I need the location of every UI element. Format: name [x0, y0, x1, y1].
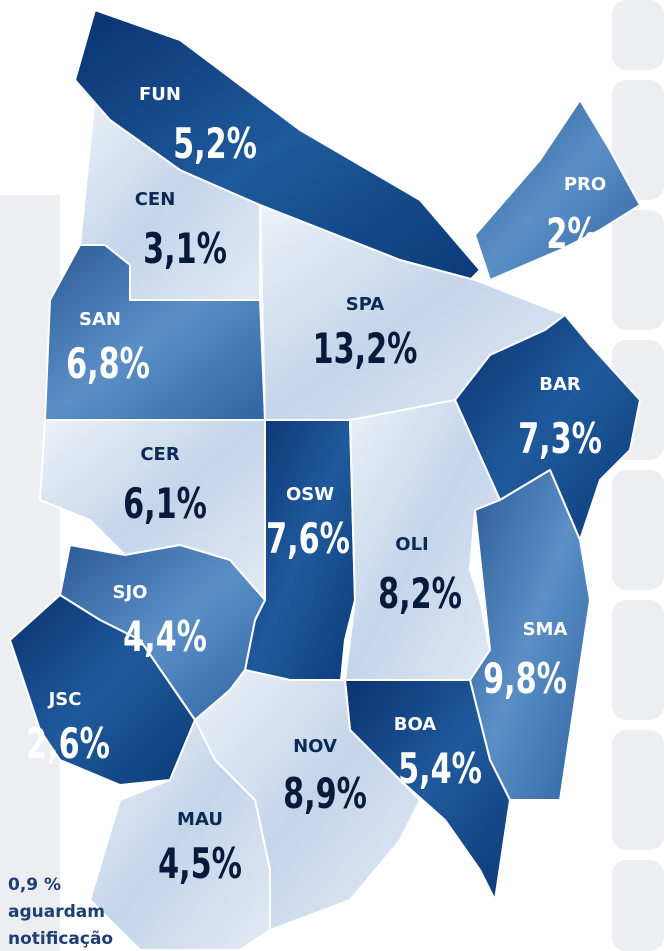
- region-san: [44, 244, 266, 421]
- region-code: NOV: [293, 736, 337, 757]
- region-code: SJO: [113, 582, 148, 603]
- region-code: BOA: [394, 714, 437, 735]
- region-mau: [89, 719, 271, 951]
- region-code: SPA: [346, 294, 385, 315]
- region-sma: [469, 469, 591, 801]
- region-share: 7,3%: [518, 414, 602, 463]
- region-oli: [344, 399, 501, 681]
- region-share: 8,2%: [378, 569, 462, 618]
- region-share: 2%: [546, 209, 597, 258]
- region-code: BAR: [539, 374, 581, 395]
- region-share: 6,1%: [123, 479, 207, 528]
- region-code: JSC: [47, 689, 82, 710]
- region-share: 13,2%: [313, 324, 418, 373]
- region-share: 3,1%: [143, 224, 227, 273]
- region-share: 2,6%: [26, 719, 110, 768]
- note-line: 0,9 %: [8, 875, 61, 895]
- region-code: CER: [140, 444, 180, 465]
- region-share: 8,9%: [283, 769, 367, 818]
- note-line: aguardam: [8, 902, 105, 922]
- region-code: OSW: [286, 484, 334, 505]
- region-share: 5,4%: [398, 744, 482, 793]
- region-code: MAU: [177, 809, 223, 830]
- region-code: SAN: [79, 309, 121, 330]
- region-code: OLI: [395, 534, 428, 555]
- region-code: FUN: [139, 84, 181, 105]
- region-pro: [474, 99, 641, 281]
- region-share: 9,8%: [483, 654, 567, 703]
- region-code: CEN: [135, 189, 176, 210]
- stripes: [612, 0, 664, 951]
- region-share: 5,2%: [173, 119, 257, 168]
- region-labels: FUN 5,2% CEN 3,1% PRO 2% SAN 6,8% SPA 13,2% BAR 7,3…: [26, 84, 606, 888]
- region-share: 4,4%: [123, 612, 207, 661]
- region-share: 7,6%: [266, 514, 350, 563]
- region-share: 4,5%: [158, 839, 242, 888]
- regions: [9, 9, 641, 951]
- region-share: 6,8%: [66, 339, 150, 388]
- region-code: SMA: [523, 619, 568, 640]
- region-code: PRO: [564, 174, 606, 195]
- note-line: notificação: [8, 929, 113, 949]
